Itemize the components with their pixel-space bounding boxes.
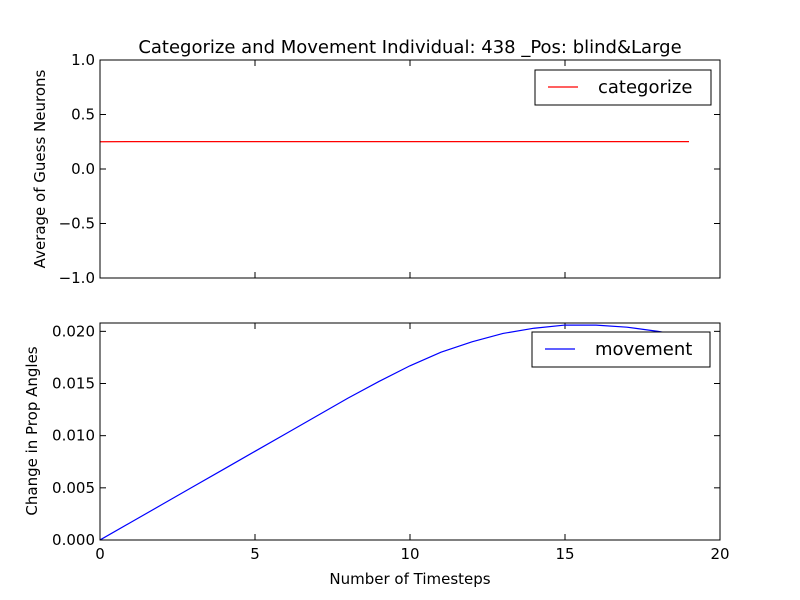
top-axis-ticks: 1.0 0.5 0.0 −0.5 −1.0 [59, 51, 721, 287]
subplot-categorize: Categorize and Movement Individual: 438 … [31, 37, 721, 287]
bottom-ytick-label: 0.010 [52, 427, 95, 445]
top-y-axis-label: Average of Guess Neurons [31, 69, 49, 268]
top-legend-label: categorize [598, 77, 692, 98]
bottom-ytick-label: 0.020 [52, 322, 95, 340]
movement-series-line [100, 324, 690, 540]
bottom-ytick-label: 0.005 [52, 479, 95, 497]
bottom-axes-frame [99, 322, 721, 541]
top-legend: categorize [534, 69, 712, 106]
top-ytick-label: 1.0 [71, 51, 95, 69]
bottom-xtick-label: 0 [95, 545, 105, 563]
bottom-series-group [100, 324, 690, 540]
top-ytick-label: −1.0 [59, 269, 95, 287]
bottom-legend: movement [531, 331, 711, 368]
bottom-legend-label: movement [595, 339, 692, 360]
bottom-xtick-label: 5 [250, 545, 260, 563]
chart-title: Categorize and Movement Individual: 438 … [138, 37, 681, 58]
top-axes-frame [99, 59, 721, 279]
top-ytick-label: −0.5 [59, 215, 95, 233]
top-ytick-label: 0.0 [71, 160, 95, 178]
bottom-xtick-label: 15 [555, 545, 574, 563]
bottom-ytick-label: 0.015 [52, 375, 95, 393]
x-axis-label: Number of Timesteps [329, 570, 490, 588]
top-ytick-label: 0.5 [71, 106, 95, 124]
bottom-xtick-label: 20 [710, 545, 729, 563]
bottom-ytick-label: 0.000 [52, 531, 95, 549]
bottom-xtick-label: 10 [400, 545, 419, 563]
bottom-y-axis-label: Change in Prop Angles [23, 346, 41, 515]
